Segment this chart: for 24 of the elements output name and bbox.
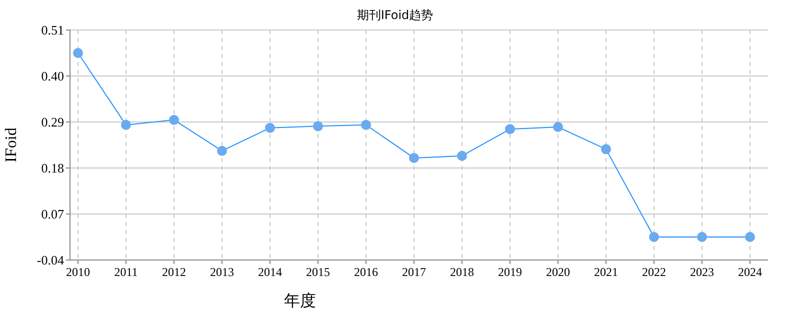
y-tick-label: 0.40 xyxy=(41,68,64,84)
y-tick-label: 0.51 xyxy=(41,22,64,38)
y-tick-label: -0.04 xyxy=(36,252,64,268)
x-tick-label: 2013 xyxy=(210,265,234,279)
x-tick-label: 2010 xyxy=(66,265,90,279)
y-tick-label: 0.07 xyxy=(41,206,64,222)
x-tick-label: 2019 xyxy=(498,265,522,279)
x-tick-label: 2017 xyxy=(402,265,426,279)
y-tick-label: 0.18 xyxy=(41,160,64,176)
x-tick-label: 2014 xyxy=(258,265,282,279)
x-tick-label: 2015 xyxy=(306,265,330,279)
x-tick-label: 2011 xyxy=(114,265,138,279)
y-axis-title: IFoid xyxy=(3,128,20,162)
x-axis-title: 年度 xyxy=(284,291,316,310)
x-tick-label: 2024 xyxy=(738,265,762,279)
x-tick-label: 2022 xyxy=(642,265,666,279)
x-tick-label: 2023 xyxy=(690,265,714,279)
x-tick-label: 2020 xyxy=(546,265,570,279)
x-tick-label: 2018 xyxy=(450,265,474,279)
x-tick-label: 2021 xyxy=(594,265,618,279)
x-tick-label: 2012 xyxy=(162,265,186,279)
x-tick-label: 2016 xyxy=(354,265,378,279)
chart-title: 期刊IFoid趋势 xyxy=(356,8,434,22)
y-tick-label: 0.29 xyxy=(41,114,64,130)
